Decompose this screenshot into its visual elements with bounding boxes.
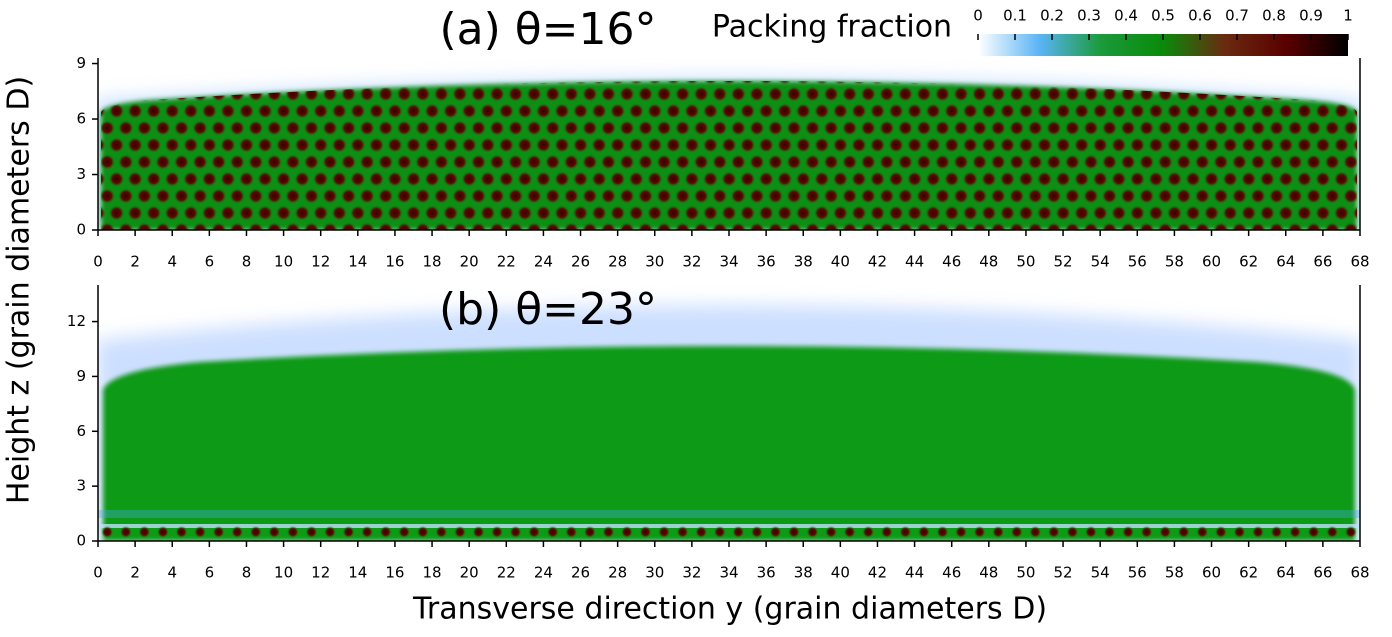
x-tick-label: 42 <box>868 564 887 582</box>
x-tick-label: 8 <box>242 253 252 271</box>
x-tick-label: 34 <box>719 253 738 271</box>
x-tick-label: 46 <box>942 564 961 582</box>
y-tick-label: 0 <box>76 221 86 239</box>
x-tick-label: 54 <box>1091 564 1110 582</box>
x-tick-label: 8 <box>242 564 252 582</box>
x-tick-label: 26 <box>571 253 590 271</box>
y-tick-label: 3 <box>76 165 86 183</box>
y-tick-label: 9 <box>76 54 86 72</box>
x-tick-label: 6 <box>205 564 215 582</box>
colorbar-label: Packing fraction <box>712 10 952 45</box>
x-tick-label: 32 <box>682 564 701 582</box>
x-tick-label: 22 <box>497 564 516 582</box>
x-axis-label: Transverse direction y (grain diameters … <box>412 592 1047 627</box>
y-tick-label: 3 <box>76 477 86 495</box>
x-tick-label: 30 <box>645 564 664 582</box>
x-tick-label: 36 <box>757 253 776 271</box>
x-tick-label: 0 <box>93 564 103 582</box>
x-tick-label: 48 <box>979 564 998 582</box>
x-tick-label: 38 <box>794 253 813 271</box>
x-tick-label: 64 <box>1276 564 1295 582</box>
x-tick-label: 60 <box>1202 253 1221 271</box>
x-tick-label: 44 <box>905 253 924 271</box>
colorbar-tick-label: 0.5 <box>1151 7 1175 25</box>
x-tick-label: 62 <box>1239 253 1258 271</box>
x-tick-label: 56 <box>1128 253 1147 271</box>
x-tick-label: 46 <box>942 253 961 271</box>
x-tick-label: 66 <box>1313 564 1332 582</box>
y-tick-label: 9 <box>76 367 86 385</box>
x-tick-label: 34 <box>719 564 738 582</box>
x-tick-label: 66 <box>1313 253 1332 271</box>
x-tick-label: 2 <box>130 253 140 271</box>
x-tick-label: 62 <box>1239 564 1258 582</box>
x-tick-label: 14 <box>348 564 367 582</box>
x-tick-label: 20 <box>460 564 479 582</box>
x-tick-label: 32 <box>682 253 701 271</box>
x-tick-label: 44 <box>905 564 924 582</box>
x-tick-label: 4 <box>167 253 177 271</box>
x-tick-label: 24 <box>534 564 553 582</box>
x-tick-label: 20 <box>460 253 479 271</box>
x-tick-label: 10 <box>274 253 293 271</box>
y-tick-label: 12 <box>67 312 86 330</box>
x-tick-label: 56 <box>1128 564 1147 582</box>
x-tick-label: 12 <box>311 253 330 271</box>
colorbar-tick-label: 1 <box>1343 7 1353 25</box>
x-tick-label: 54 <box>1091 253 1110 271</box>
colorbar-tick-label: 0.7 <box>1225 7 1249 25</box>
y-tick-label: 6 <box>76 422 86 440</box>
x-tick-label: 22 <box>497 253 516 271</box>
heatmap-b <box>98 305 1360 541</box>
x-tick-label: 36 <box>757 564 776 582</box>
x-tick-label: 40 <box>831 564 850 582</box>
x-tick-label: 6 <box>205 253 215 271</box>
panel-title: (b) θ=23° <box>439 284 657 335</box>
x-tick-label: 28 <box>608 564 627 582</box>
colorbar-tick-label: 0.3 <box>1077 7 1101 25</box>
x-tick-label: 58 <box>1165 253 1184 271</box>
y-tick-label: 6 <box>76 110 86 128</box>
x-tick-label: 38 <box>794 564 813 582</box>
x-tick-label: 58 <box>1165 564 1184 582</box>
colorbar-tick-label: 0.9 <box>1299 7 1323 25</box>
x-tick-label: 60 <box>1202 564 1221 582</box>
colorbar <box>978 34 1348 56</box>
x-tick-label: 4 <box>167 564 177 582</box>
panel-title: (a) θ=16° <box>439 4 656 55</box>
x-tick-label: 24 <box>534 253 553 271</box>
x-tick-label: 2 <box>130 564 140 582</box>
x-tick-label: 14 <box>348 253 367 271</box>
colorbar-tick-label: 0.4 <box>1114 7 1138 25</box>
x-tick-label: 42 <box>868 253 887 271</box>
heatmap-a <box>98 77 1360 230</box>
x-tick-label: 16 <box>385 253 404 271</box>
x-tick-label: 18 <box>423 253 442 271</box>
x-tick-label: 16 <box>385 564 404 582</box>
y-axis-label: Height z (grain diameters D) <box>2 76 37 504</box>
x-tick-label: 52 <box>1054 564 1073 582</box>
x-tick-label: 68 <box>1350 253 1369 271</box>
colorbar-tick-label: 0.1 <box>1003 7 1027 25</box>
x-tick-label: 28 <box>608 253 627 271</box>
x-tick-label: 52 <box>1054 253 1073 271</box>
x-tick-label: 50 <box>1016 253 1035 271</box>
x-tick-label: 40 <box>831 253 850 271</box>
x-tick-label: 10 <box>274 564 293 582</box>
colorbar-tick-label: 0.2 <box>1040 7 1064 25</box>
x-tick-label: 26 <box>571 564 590 582</box>
x-tick-label: 30 <box>645 253 664 271</box>
x-tick-label: 0 <box>93 253 103 271</box>
x-tick-label: 18 <box>423 564 442 582</box>
x-tick-label: 64 <box>1276 253 1295 271</box>
colorbar-tick-label: 0.8 <box>1262 7 1286 25</box>
colorbar-tick-label: 0 <box>973 7 983 25</box>
colorbar-tick-label: 0.6 <box>1188 7 1212 25</box>
y-tick-label: 0 <box>76 532 86 550</box>
x-tick-label: 48 <box>979 253 998 271</box>
x-tick-label: 68 <box>1350 564 1369 582</box>
x-tick-label: 12 <box>311 564 330 582</box>
x-tick-label: 50 <box>1016 564 1035 582</box>
